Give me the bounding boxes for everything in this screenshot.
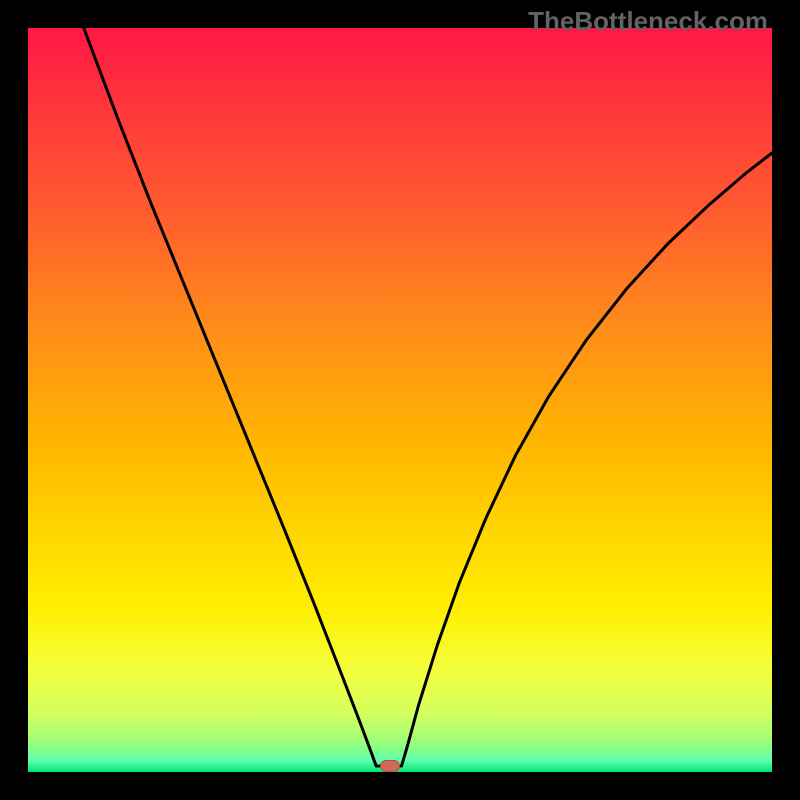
min-marker bbox=[380, 760, 400, 772]
gradient-background bbox=[28, 28, 772, 772]
watermark-text: TheBottleneck.com bbox=[528, 6, 768, 37]
chart-container: TheBottleneck.com bbox=[0, 0, 800, 800]
plot-area bbox=[28, 28, 772, 772]
